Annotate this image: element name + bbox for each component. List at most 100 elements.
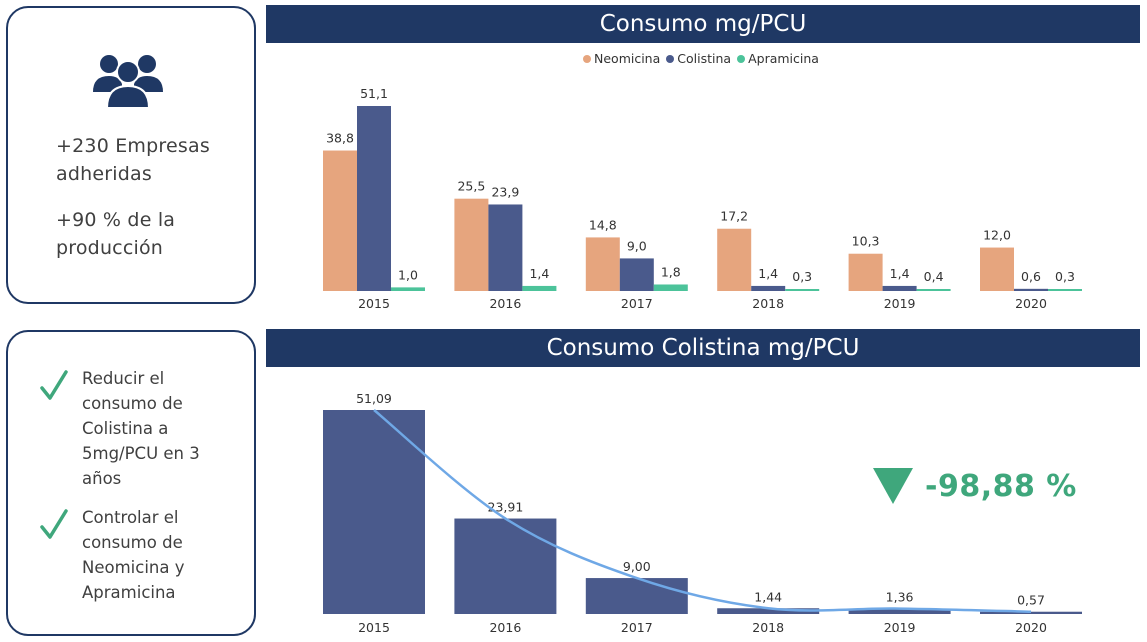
data-label: 0,6 — [1021, 269, 1041, 284]
legend-label: Colistina — [677, 51, 732, 66]
data-label: 0,57 — [1017, 593, 1045, 608]
bar-apramicina — [1048, 289, 1082, 291]
data-label: 1,4 — [529, 266, 549, 281]
checkmark-icon — [40, 370, 68, 400]
bar-colistina — [751, 285, 786, 291]
data-label: 1,4 — [890, 266, 910, 281]
bar-apramicina — [653, 284, 688, 291]
bar-colistina — [585, 578, 688, 614]
chart-title-colistina: Consumo Colistina mg/PCU — [266, 329, 1140, 367]
kpi-value: -98,88 % — [925, 468, 1077, 504]
data-label: 12,0 — [983, 228, 1011, 243]
bar-colistina — [980, 611, 1082, 614]
goal-line: años — [82, 469, 122, 488]
legend-dot — [583, 54, 591, 63]
data-label: 25,5 — [457, 179, 485, 194]
data-label: 0,3 — [792, 269, 812, 284]
bar-colistina — [848, 608, 951, 614]
bar-neomicina — [980, 247, 1014, 291]
bar-colistina — [882, 285, 917, 291]
data-label: 1,36 — [886, 590, 914, 605]
chart-title-consumo: Consumo mg/PCU — [266, 5, 1140, 43]
companies-stat-line: adheridas — [56, 163, 152, 185]
goal-text: Reducir el consumo de Colistina a 5mg/PC… — [82, 366, 200, 491]
x-tick-label: 2015 — [358, 620, 390, 635]
bar-colistina — [1014, 288, 1048, 291]
legend-label: Neomicina — [594, 51, 661, 66]
data-label: 14,8 — [589, 217, 617, 232]
production-stat: +90 % de la producción — [56, 206, 175, 262]
companies-stat-line: +230 Empresas — [56, 135, 210, 157]
goal-line: Colistina a — [82, 419, 169, 438]
x-tick-label: 2016 — [489, 620, 521, 635]
legend-item-colistina[interactable]: Colistina — [666, 51, 731, 66]
bar-colistina — [454, 518, 557, 614]
legend-item-apramicina[interactable]: Apramicina — [737, 51, 819, 66]
x-tick-label: 2016 — [489, 296, 521, 311]
bar-apramicina — [522, 285, 557, 291]
goal-line: consumo de — [82, 394, 183, 413]
data-label: 23,91 — [488, 500, 524, 515]
reduction-kpi: -98,88 % — [873, 468, 1077, 504]
data-label: 1,8 — [661, 264, 681, 279]
trend-line — [373, 409, 1032, 613]
data-label: 0,4 — [924, 269, 944, 284]
production-stat-line: producción — [56, 237, 164, 259]
data-label: 51,09 — [356, 391, 392, 406]
companies-stat: +230 Empresas adheridas — [56, 132, 210, 188]
x-tick-label: 2020 — [1015, 296, 1047, 311]
bar-neomicina — [717, 228, 752, 291]
data-label: 23,9 — [491, 184, 519, 199]
goal-line: Neomicina y — [82, 558, 185, 577]
data-label: 9,00 — [623, 559, 651, 574]
data-label: 1,0 — [398, 267, 418, 282]
bar-colistina — [357, 106, 391, 291]
goal-line: consumo de — [82, 533, 183, 552]
x-tick-label: 2018 — [752, 296, 784, 311]
users-group-icon — [93, 55, 163, 108]
legend-dot — [666, 54, 675, 63]
data-label: 1,44 — [754, 589, 782, 604]
bar-colistina — [619, 258, 654, 291]
x-tick-label: 2020 — [1015, 620, 1047, 635]
data-label: 1,4 — [758, 266, 778, 281]
data-label: 17,2 — [720, 209, 748, 224]
production-stat-line: +90 % de la — [56, 209, 176, 231]
x-tick-label: 2019 — [884, 296, 916, 311]
x-tick-label: 2019 — [884, 620, 916, 635]
legend-label: Apramicina — [748, 51, 819, 66]
bar-neomicina — [848, 253, 883, 291]
legend-dot — [737, 54, 746, 63]
goal-line: Controlar el — [82, 508, 179, 527]
data-label: 10,3 — [852, 234, 880, 249]
bar-apramicina — [916, 289, 951, 291]
bar-colistina — [488, 204, 523, 291]
bar-apramicina — [785, 289, 820, 291]
x-tick-label: 2017 — [621, 296, 653, 311]
x-tick-label: 2015 — [358, 296, 390, 311]
x-tick-label: 2018 — [752, 620, 784, 635]
x-tick-label: 2017 — [621, 620, 653, 635]
triangle-down-icon — [873, 468, 913, 504]
bar-colistina — [323, 410, 425, 614]
grouped-bar-chart: 38,8 51,1 1,0 2015 25,5 23,9 1,4 2016 14,8 9,0 1,8… — [323, 86, 1082, 311]
bar-neomicina — [323, 150, 357, 291]
data-label: 9,0 — [627, 238, 647, 253]
bar-neomicina — [454, 198, 489, 291]
goal-line: Apramicina — [82, 583, 176, 602]
goal-text: Controlar el consumo de Neomicina y Apra… — [82, 505, 184, 605]
legend-item-neomicina[interactable]: Neomicina — [583, 51, 660, 66]
data-label: 38,8 — [326, 131, 354, 146]
stats-card: +230 Empresas adheridas +90 % de la prod… — [6, 6, 256, 304]
data-label: 51,1 — [360, 86, 388, 101]
goal-line: Reducir el — [82, 369, 165, 388]
chart-legend[interactable]: Neomicina Colistina Apramicina — [583, 51, 825, 66]
bar-neomicina — [585, 237, 620, 291]
goals-card: Reducir el consumo de Colistina a 5mg/PC… — [6, 330, 256, 636]
data-label: 0,3 — [1055, 269, 1075, 284]
bar-colistina — [717, 608, 820, 614]
checkmark-icon — [40, 509, 68, 539]
bar-apramicina — [391, 287, 425, 291]
goal-line: 5mg/PCU en 3 — [82, 444, 200, 463]
